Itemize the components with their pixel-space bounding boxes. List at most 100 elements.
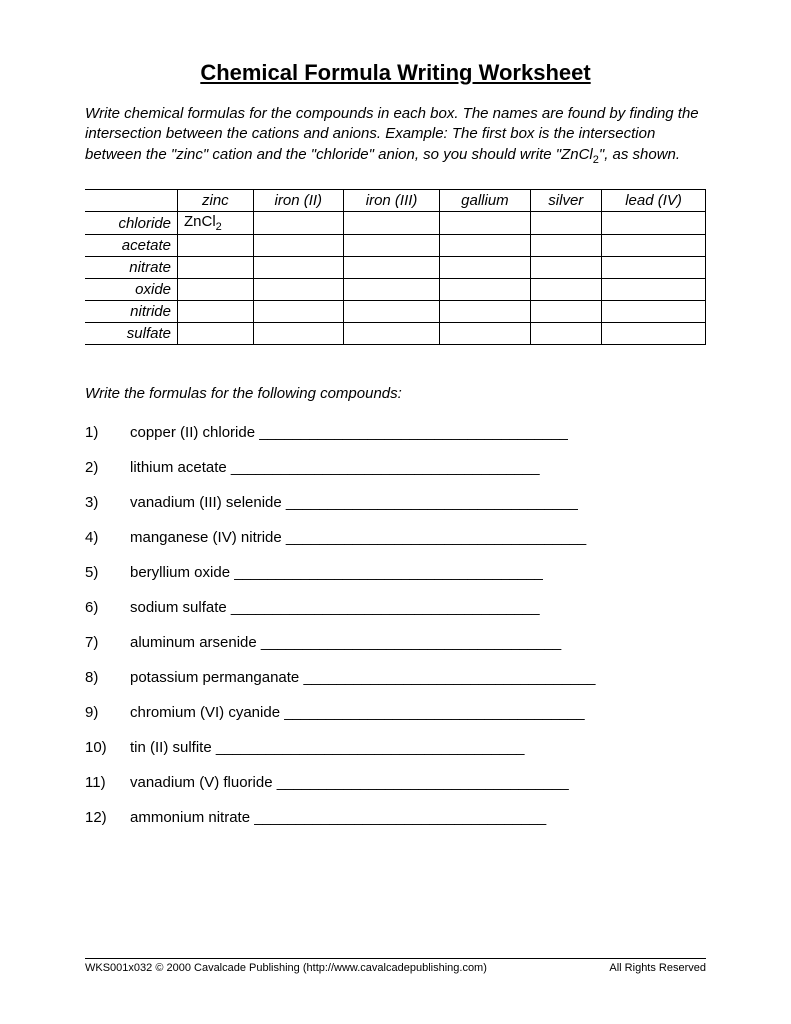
answer-blank[interactable]: ___________________________________ (303, 669, 595, 686)
table-cell[interactable]: ZnCl2 (178, 212, 254, 235)
answer-blank[interactable]: ___________________________________ (254, 809, 546, 826)
question-row: 1)copper (II) chloride _________________… (85, 424, 706, 441)
table-cell[interactable] (440, 235, 530, 257)
instructions-part2: ", as shown. (599, 146, 680, 163)
answer-blank[interactable]: ___________________________________ (277, 774, 569, 791)
table-corner (85, 190, 178, 212)
question-row: 3)vanadium (III) selenide ______________… (85, 494, 706, 511)
formula-table: zinc iron (II) iron (III) gallium silver… (85, 189, 706, 345)
table-cell[interactable] (178, 279, 254, 301)
col-header: zinc (178, 190, 254, 212)
question-number: 7) (85, 634, 130, 651)
question-text: tin (II) sulfite (130, 739, 216, 756)
question-text: vanadium (V) fluoride (130, 774, 277, 791)
question-text: lithium acetate (130, 459, 231, 476)
answer-blank[interactable]: _____________________________________ (231, 459, 540, 476)
row-header: nitride (85, 301, 178, 323)
table-cell[interactable] (530, 323, 602, 345)
table-cell[interactable] (253, 235, 343, 257)
table-cell[interactable] (343, 257, 439, 279)
question-row: 12)ammonium nitrate ____________________… (85, 809, 706, 826)
table-cell[interactable] (440, 301, 530, 323)
table-cell[interactable] (253, 279, 343, 301)
row-header: acetate (85, 235, 178, 257)
question-text: sodium sulfate (130, 599, 231, 616)
table-cell[interactable] (602, 235, 706, 257)
question-number: 12) (85, 809, 130, 826)
question-text: copper (II) chloride (130, 424, 259, 441)
table-cell[interactable] (253, 301, 343, 323)
instructions-text: Write chemical formulas for the compound… (85, 104, 706, 167)
question-text: ammonium nitrate (130, 809, 254, 826)
table-cell[interactable] (343, 301, 439, 323)
question-row: 7)aluminum arsenide ____________________… (85, 634, 706, 651)
answer-blank[interactable]: _____________________________________ (234, 564, 543, 581)
table-cell[interactable] (530, 235, 602, 257)
table-cell[interactable] (602, 301, 706, 323)
table-cell[interactable] (178, 323, 254, 345)
table-cell[interactable] (530, 257, 602, 279)
question-row: 8)potassium permanganate _______________… (85, 669, 706, 686)
table-cell[interactable] (343, 212, 439, 235)
table-cell[interactable] (253, 212, 343, 235)
question-number: 1) (85, 424, 130, 441)
question-row: 9)chromium (VI) cyanide ________________… (85, 704, 706, 721)
footer-left: WKS001x032 © 2000 Cavalcade Publishing (… (85, 962, 487, 974)
question-number: 4) (85, 529, 130, 546)
row-header: nitrate (85, 257, 178, 279)
table-cell[interactable] (178, 235, 254, 257)
table-cell[interactable] (440, 323, 530, 345)
table-cell[interactable] (343, 279, 439, 301)
table-cell[interactable] (602, 212, 706, 235)
table-cell[interactable] (440, 212, 530, 235)
table-cell[interactable] (343, 235, 439, 257)
col-header: iron (II) (253, 190, 343, 212)
answer-blank[interactable]: _____________________________________ (231, 599, 540, 616)
table-cell[interactable] (530, 279, 602, 301)
row-header: sulfate (85, 323, 178, 345)
question-row: 6)sodium sulfate _______________________… (85, 599, 706, 616)
question-row: 2)lithium acetate ______________________… (85, 459, 706, 476)
question-text: potassium permanganate (130, 669, 303, 686)
subheading-text: Write the formulas for the following com… (85, 385, 706, 402)
table-cell[interactable] (530, 212, 602, 235)
col-header: lead (IV) (602, 190, 706, 212)
table-cell[interactable] (178, 301, 254, 323)
col-header: gallium (440, 190, 530, 212)
table-cell[interactable] (343, 323, 439, 345)
answer-blank[interactable]: ____________________________________ (261, 634, 561, 651)
question-row: 11)vanadium (V) fluoride _______________… (85, 774, 706, 791)
question-text: manganese (IV) nitride (130, 529, 286, 546)
table-cell[interactable] (602, 323, 706, 345)
table-cell[interactable] (530, 301, 602, 323)
col-header: silver (530, 190, 602, 212)
row-header: chloride (85, 212, 178, 235)
question-row: 4)manganese (IV) nitride _______________… (85, 529, 706, 546)
answer-blank[interactable]: _____________________________________ (259, 424, 568, 441)
question-row: 5)beryllium oxide ______________________… (85, 564, 706, 581)
answer-blank[interactable]: ___________________________________ (286, 494, 578, 511)
table-cell[interactable] (440, 279, 530, 301)
footer-right: All Rights Reserved (609, 962, 706, 974)
question-number: 9) (85, 704, 130, 721)
question-number: 5) (85, 564, 130, 581)
question-text: beryllium oxide (130, 564, 234, 581)
question-number: 10) (85, 739, 130, 756)
table-cell[interactable] (602, 279, 706, 301)
table-cell[interactable] (178, 257, 254, 279)
page-title: Chemical Formula Writing Worksheet (85, 60, 706, 86)
table-cell[interactable] (602, 257, 706, 279)
question-list: 1)copper (II) chloride _________________… (85, 424, 706, 826)
table-cell[interactable] (440, 257, 530, 279)
answer-blank[interactable]: ____________________________________ (286, 529, 586, 546)
table-cell[interactable] (253, 323, 343, 345)
question-row: 10)tin (II) sulfite ____________________… (85, 739, 706, 756)
answer-blank[interactable]: ____________________________________ (284, 704, 584, 721)
question-number: 3) (85, 494, 130, 511)
col-header: iron (III) (343, 190, 439, 212)
answer-blank[interactable]: _____________________________________ (216, 739, 525, 756)
table-cell[interactable] (253, 257, 343, 279)
question-text: vanadium (III) selenide (130, 494, 286, 511)
page-footer: WKS001x032 © 2000 Cavalcade Publishing (… (85, 958, 706, 974)
question-number: 2) (85, 459, 130, 476)
